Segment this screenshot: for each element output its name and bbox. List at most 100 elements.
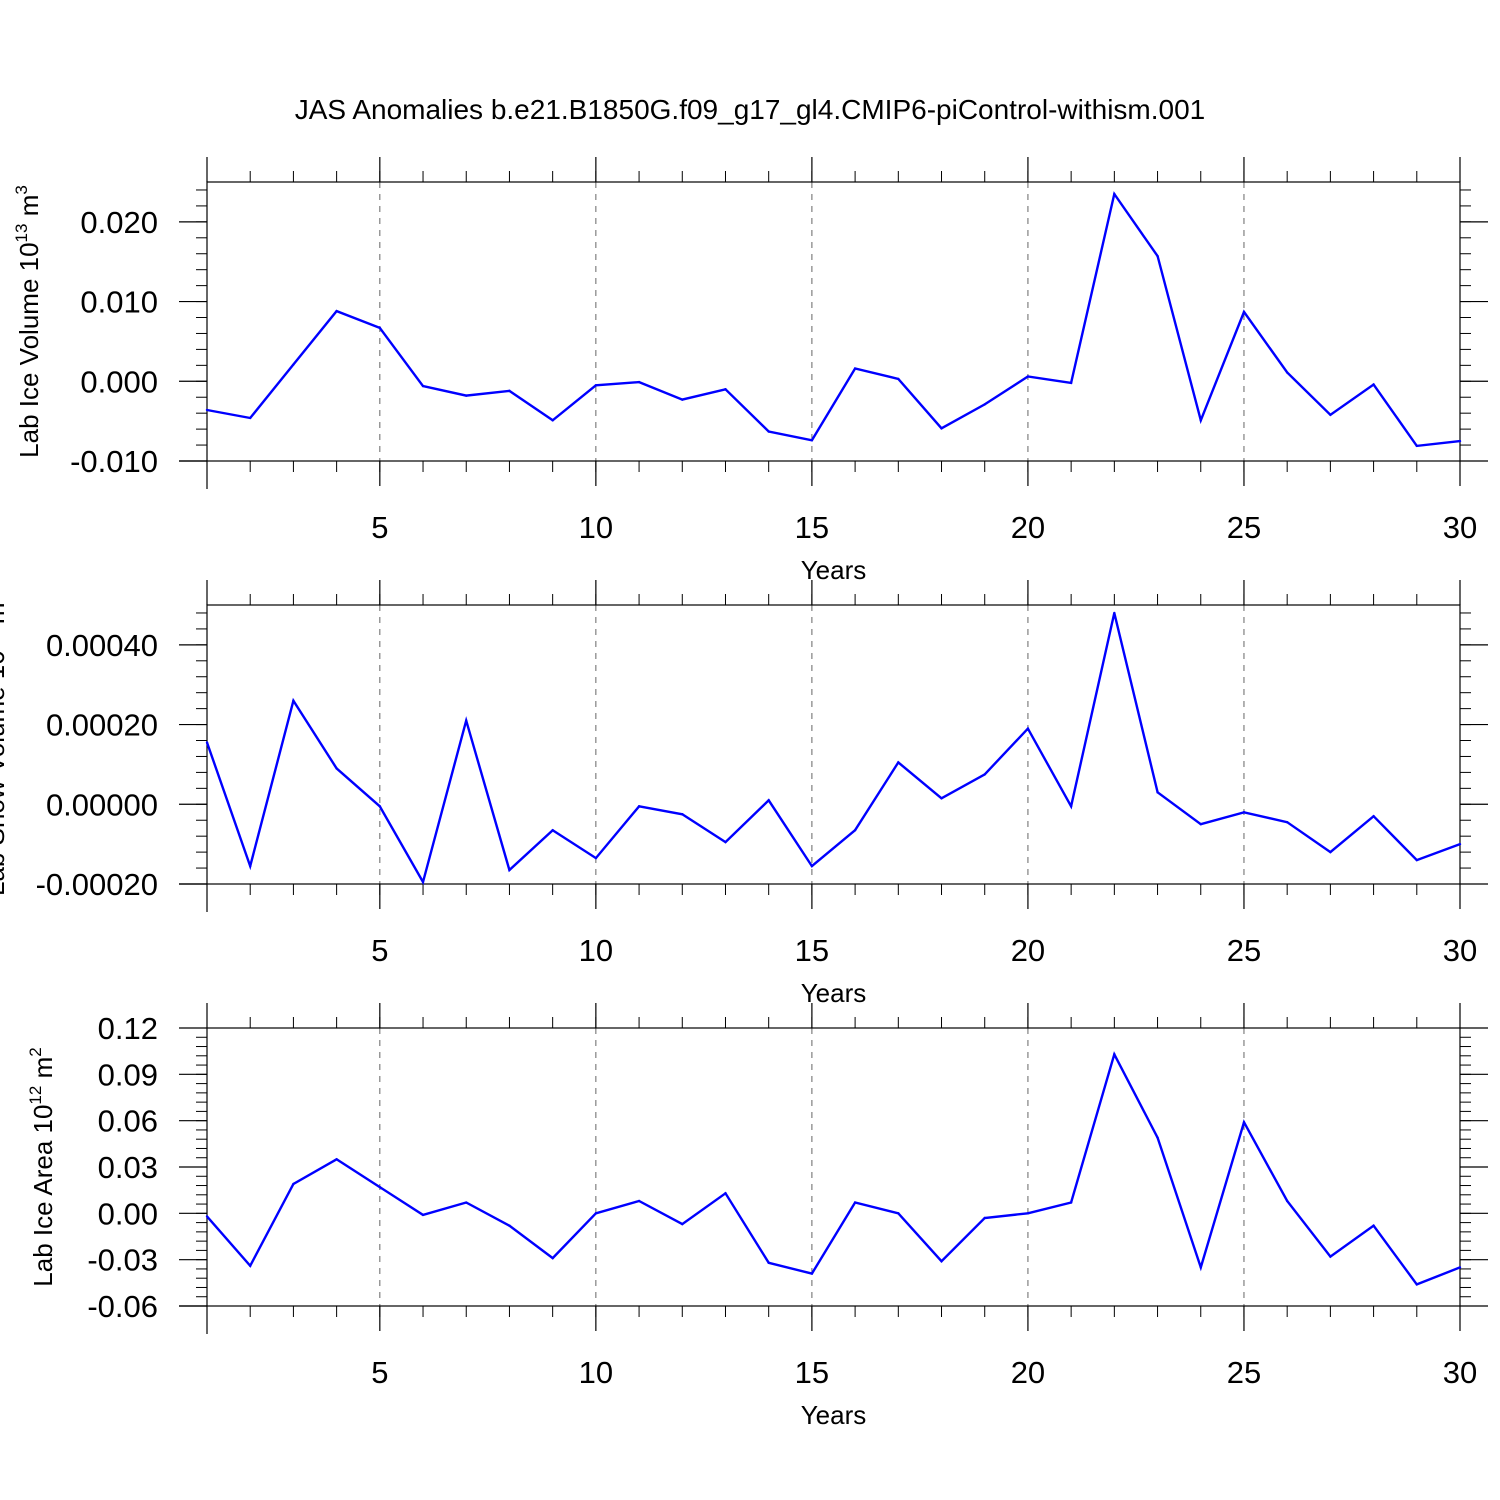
plot-frame bbox=[206, 604, 1461, 885]
x-tick-label: 30 bbox=[1443, 1355, 1477, 1390]
x-tick-label: 25 bbox=[1227, 933, 1261, 968]
x-tick-label: 25 bbox=[1227, 510, 1261, 545]
x-tick-label: 10 bbox=[579, 1355, 613, 1390]
data-point bbox=[1415, 858, 1418, 862]
data-point bbox=[249, 864, 252, 868]
data-point bbox=[551, 828, 554, 832]
y-tick-label: -0.00020 bbox=[36, 867, 158, 902]
data-point bbox=[465, 719, 468, 722]
data-point bbox=[983, 403, 986, 406]
data-point bbox=[1069, 805, 1073, 808]
data-point bbox=[1156, 1136, 1159, 1139]
data-point bbox=[1285, 1199, 1289, 1203]
y-axis-label-unit: m bbox=[14, 195, 44, 224]
data-point bbox=[1285, 371, 1289, 374]
data-point bbox=[1285, 821, 1289, 824]
series-line bbox=[206, 1051, 1461, 1286]
data-point bbox=[421, 880, 425, 884]
y-tick-label: 0.00000 bbox=[46, 787, 158, 822]
y-tick-label: 0.00020 bbox=[46, 708, 158, 743]
data-point bbox=[940, 797, 943, 800]
data-point bbox=[249, 1264, 252, 1268]
data-point bbox=[378, 805, 382, 808]
y-tick-label: 0.020 bbox=[80, 205, 158, 240]
data-point bbox=[421, 1213, 425, 1217]
chart-panel-3: 5 10 15 20 25 30 -0.06 -0.03 0.00 0.03 0.06 0.09 0.1… bbox=[26, 1003, 1488, 1430]
data-point bbox=[1156, 254, 1159, 258]
y-axis-label-text: Lab Snow Volume 10 bbox=[0, 650, 10, 896]
y-axis-label: Lab Snow Volume 1013 m3 bbox=[0, 593, 10, 896]
data-point bbox=[551, 1256, 554, 1260]
x-axis-label: Years bbox=[801, 978, 867, 1008]
x-tick-label: 10 bbox=[579, 510, 613, 545]
data-point bbox=[1415, 444, 1418, 448]
data-point bbox=[1026, 375, 1030, 378]
data-point bbox=[983, 1216, 986, 1220]
y-axis-label-exponent: 12 bbox=[26, 1086, 45, 1105]
plot-frame bbox=[206, 1027, 1461, 1307]
data-point bbox=[1458, 842, 1462, 846]
data-point bbox=[335, 1158, 338, 1161]
x-axis-label: Years bbox=[801, 1400, 867, 1430]
data-point bbox=[1242, 811, 1246, 814]
data-point bbox=[1026, 727, 1030, 730]
chart-panel-2: 5 10 15 20 25 30 -0.00020 0.00000 0.00020 0.00040… bbox=[0, 580, 1488, 1008]
y-tick-label: 0.00 bbox=[98, 1196, 158, 1231]
data-point bbox=[551, 419, 554, 422]
y-axis-label-exponent: 13 bbox=[12, 224, 31, 243]
data-point bbox=[335, 767, 338, 770]
y-tick-label: -0.06 bbox=[87, 1289, 158, 1324]
y-tick-label: 0.000 bbox=[80, 364, 158, 399]
x-tick-label: 25 bbox=[1227, 1355, 1261, 1390]
chart-title: JAS Anomalies b.e21.B1850G.f09_g17_gl4.C… bbox=[295, 94, 1206, 125]
data-point bbox=[1199, 419, 1202, 422]
data-point bbox=[421, 384, 425, 388]
x-tick-label: 20 bbox=[1011, 1355, 1045, 1390]
data-point bbox=[378, 1185, 382, 1189]
data-point bbox=[1329, 850, 1332, 854]
data-point bbox=[940, 1260, 943, 1263]
data-point bbox=[1156, 791, 1159, 794]
data-point bbox=[1069, 1201, 1073, 1204]
data-point bbox=[1199, 1266, 1202, 1269]
data-point bbox=[1415, 1283, 1418, 1286]
data-point bbox=[1113, 192, 1116, 196]
data-point bbox=[724, 840, 727, 844]
x-tick-label: 5 bbox=[371, 933, 388, 968]
data-point bbox=[465, 394, 468, 397]
data-point bbox=[681, 398, 684, 401]
x-tick-label: 15 bbox=[795, 933, 829, 968]
x-tick-label: 15 bbox=[795, 510, 829, 545]
y-axis-label-text: Lab Ice Area 10 bbox=[28, 1105, 58, 1287]
data-point bbox=[897, 377, 900, 381]
x-tick-label: 10 bbox=[579, 933, 613, 968]
data-point bbox=[508, 868, 511, 872]
data-point bbox=[853, 1201, 857, 1204]
data-point bbox=[637, 805, 641, 808]
y-tick-label: -0.010 bbox=[70, 444, 158, 479]
y-tick-label: 0.00040 bbox=[46, 628, 158, 663]
data-point bbox=[292, 1182, 295, 1186]
data-point bbox=[810, 864, 814, 868]
data-point bbox=[853, 367, 857, 370]
data-point bbox=[1329, 413, 1332, 416]
x-tick-label: 20 bbox=[1011, 933, 1045, 968]
data-point bbox=[1372, 1224, 1375, 1227]
y-axis-label-unit: m bbox=[28, 1057, 58, 1086]
data-point bbox=[594, 1212, 598, 1215]
series-line bbox=[206, 191, 1461, 448]
data-point bbox=[681, 1222, 684, 1226]
data-point bbox=[292, 699, 295, 702]
y-axis-label: Lab Ice Volume 1013 m3 bbox=[12, 185, 44, 458]
data-point bbox=[465, 1201, 468, 1204]
y-axis-label: Lab Ice Area 1012 m2 bbox=[26, 1047, 58, 1286]
y-tick-label: 0.03 bbox=[98, 1150, 158, 1185]
y-tick-label: 0.06 bbox=[98, 1104, 158, 1139]
data-point bbox=[1113, 611, 1116, 615]
data-point bbox=[983, 773, 986, 776]
y-axis-label-unit-exponent: 3 bbox=[12, 185, 31, 194]
data-point bbox=[508, 1224, 511, 1227]
plot-frame bbox=[206, 181, 1461, 462]
data-point bbox=[1026, 1212, 1030, 1215]
x-tick-label: 20 bbox=[1011, 510, 1045, 545]
